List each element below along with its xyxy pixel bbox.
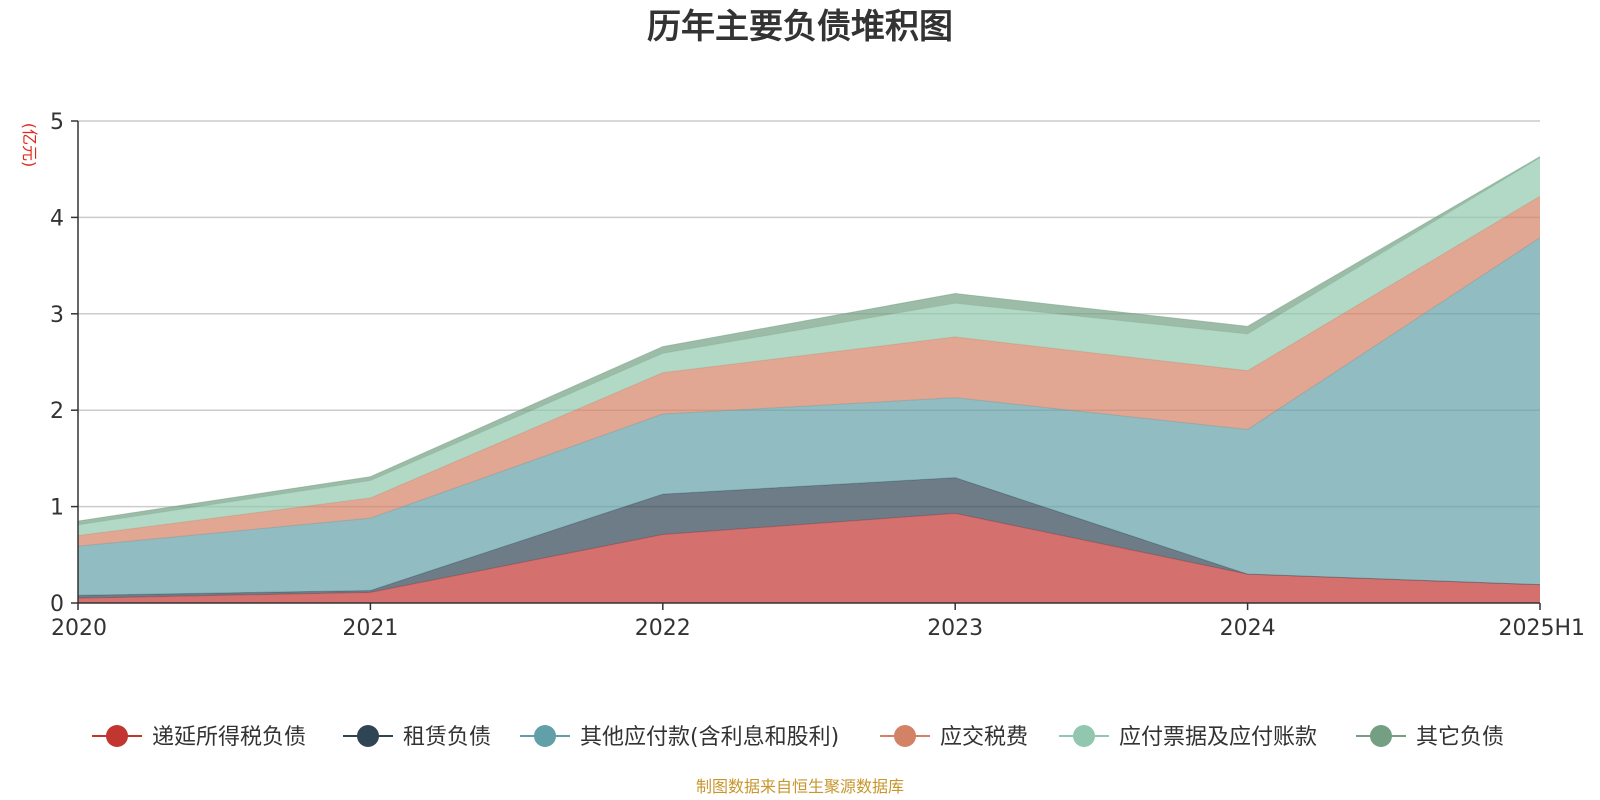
legend-item-1[interactable]: 递延所得税负债 — [92, 725, 306, 750]
chart-title: 历年主要负债堆积图 — [647, 7, 953, 47]
x-tick-label: 2023 — [927, 616, 983, 641]
y-tick-label: 5 — [50, 110, 64, 135]
area-series-4 — [78, 196, 1540, 547]
legend-marker — [534, 725, 556, 747]
legend-item-2[interactable]: 租赁负债 — [343, 725, 491, 750]
y-tick-label: 3 — [50, 303, 64, 328]
area-series — [77, 156, 1541, 603]
x-tick-label: 2020 — [51, 616, 107, 641]
legend-marker — [894, 725, 916, 747]
area-series-2 — [78, 477, 1540, 599]
legend-label: 租赁负债 — [403, 725, 491, 750]
y-tick-label: 0 — [50, 592, 64, 617]
x-tick-label: 2024 — [1220, 616, 1276, 641]
legend-item-4[interactable]: 应交税费 — [880, 725, 1028, 750]
legend-marker — [1073, 725, 1095, 747]
x-tick-label: 2025H1 — [1498, 616, 1585, 641]
legend-label: 应付票据及应付账款 — [1119, 725, 1317, 750]
x-tick-label: 2021 — [342, 616, 398, 641]
legend-item-5[interactable]: 应付票据及应付账款 — [1059, 725, 1317, 750]
legend-marker — [106, 725, 128, 747]
legend-label: 应交税费 — [940, 725, 1028, 750]
y-tick-label: 2 — [50, 399, 64, 424]
legend-label: 其它负债 — [1416, 725, 1504, 750]
legend-label: 递延所得税负债 — [152, 725, 306, 750]
legend-marker — [1370, 725, 1392, 747]
legend[interactable]: 递延所得税负债 租赁负债 其他应付款(含利息和股利) 应交税费 应付票据及应付账款 其它负… — [92, 725, 1504, 750]
y-tick-label: 4 — [50, 206, 64, 231]
y-axis-unit-label: (亿元) — [20, 123, 39, 168]
area-series-5 — [78, 157, 1540, 536]
legend-item-3[interactable]: 其他应付款(含利息和股利) — [520, 725, 839, 750]
area-series-1 — [78, 513, 1540, 603]
y-tick-label: 1 — [50, 496, 64, 521]
area-series-3 — [78, 237, 1540, 596]
legend-label: 其他应付款(含利息和股利) — [580, 725, 839, 750]
axes: 0 1 2 3 4 5 2020 2021 2022 2023 2024 2025H1 — [50, 110, 1585, 641]
legend-item-6[interactable]: 其它负债 — [1356, 725, 1504, 750]
source-note: 制图数据来自恒生聚源数据库 — [696, 777, 904, 796]
series-line-6 — [77, 156, 1541, 522]
legend-marker — [357, 725, 379, 747]
x-tick-label: 2022 — [635, 616, 691, 641]
